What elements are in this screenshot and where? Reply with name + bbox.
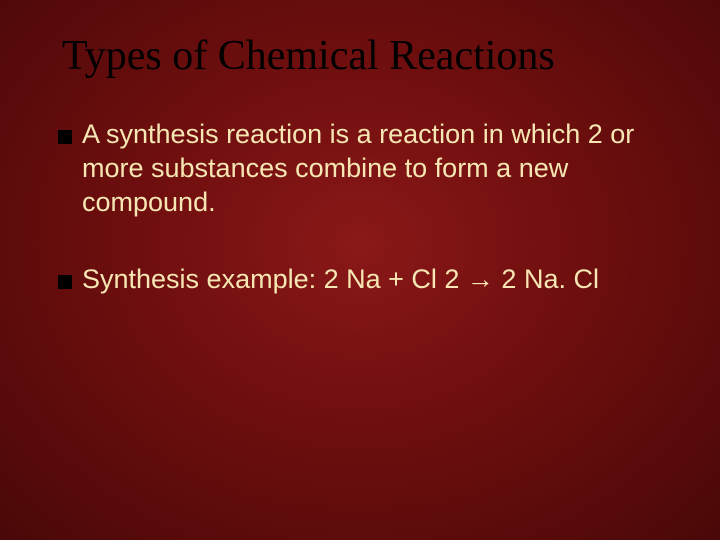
bullet-marker-icon — [58, 130, 72, 144]
bullet-text: A synthesis reaction is a reaction in wh… — [82, 118, 666, 219]
bullet-text: Synthesis example: 2 Na + Cl 2 → 2 Na. C… — [82, 263, 599, 297]
slide: Types of Chemical Reactions A synthesis … — [0, 0, 720, 540]
bullet-item-1: A synthesis reaction is a reaction in wh… — [58, 118, 666, 219]
slide-title: Types of Chemical Reactions — [62, 32, 666, 80]
bullet-item-2: Synthesis example: 2 Na + Cl 2 → 2 Na. C… — [58, 263, 666, 297]
bullet-marker-icon — [58, 275, 72, 289]
